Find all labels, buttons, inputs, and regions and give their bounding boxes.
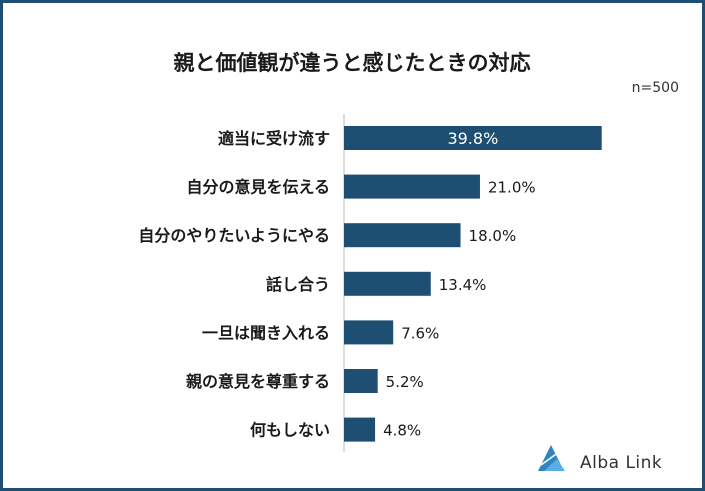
value-label: 4.8% [383,422,421,440]
bar [344,369,378,393]
bar [344,417,376,442]
alba-link-logo-text: Alba Link [580,453,662,473]
alba-link-logo-icon [538,445,565,471]
value-label: 39.8% [447,129,498,148]
category-label: 話し合う [266,275,330,294]
bar [344,223,461,248]
category-label: 一旦は聞き入れる [202,323,330,342]
category-label: 親の意見を尊重する [186,372,330,391]
value-label: 7.6% [401,324,439,342]
value-label: 13.4% [439,276,487,294]
bar [344,271,431,296]
sample-size-note: n=500 [632,80,679,96]
category-label: 自分のやりたいようにやる [138,226,330,245]
category-label: 何もしない [250,421,330,440]
bar [344,126,602,150]
category-label: 自分の意見を伝える [186,178,330,197]
bar [344,320,394,345]
bars-group: 適当に受け流す 39.8% 自分の意見を伝える 21.0% 自分のやりたいようにやる 18… [138,126,602,442]
value-label: 18.0% [469,227,517,245]
bar [344,174,480,199]
value-label: 21.0% [488,179,536,197]
chart-title: 親と価値観が違うと感じたときの対応 [174,51,531,75]
value-label: 5.2% [386,373,424,391]
alba-link-logo: Alba Link [538,445,662,473]
category-label: 適当に受け流す [218,129,330,148]
